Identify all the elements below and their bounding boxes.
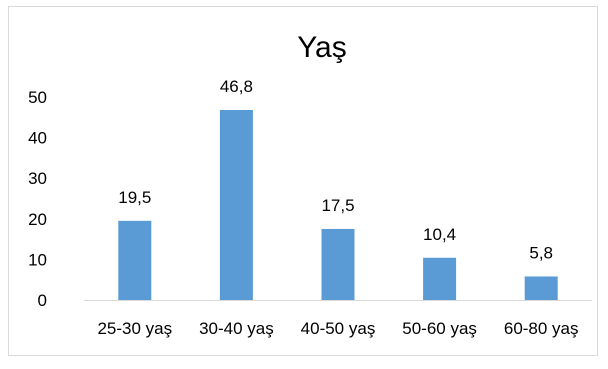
data-label: 19,5 — [118, 188, 151, 207]
data-label: 10,4 — [423, 225, 456, 244]
bar — [423, 257, 457, 300]
y-tick-label: 10 — [28, 250, 47, 269]
category-label: 25-30 yaş — [97, 319, 172, 338]
y-tick-label: 30 — [28, 169, 47, 188]
chart-frame — [8, 6, 598, 356]
y-tick-label: 20 — [28, 210, 47, 229]
data-label: 5,8 — [529, 243, 553, 262]
category-label: 40-50 yaş — [301, 319, 376, 338]
category-label: 30-40 yaş — [199, 319, 274, 338]
bar — [219, 109, 253, 300]
bar — [118, 220, 152, 300]
x-axis-category-labels: 25-30 yaş 30-40 yaş 40-50 yaş 50-60 yaş 60-8… — [97, 319, 578, 338]
bar-series — [118, 109, 558, 300]
category-label: 60-80 yaş — [504, 319, 579, 338]
data-label: 17,5 — [321, 196, 354, 215]
data-label: 46,8 — [220, 77, 253, 96]
bar — [524, 276, 558, 300]
y-axis-ticks: 0 10 20 30 40 50 — [28, 88, 47, 310]
data-labels: 19,5 46,8 17,5 10,4 5,8 — [118, 77, 553, 262]
y-tick-label: 40 — [28, 129, 47, 148]
bar — [321, 228, 355, 300]
category-label: 50-60 yaş — [402, 319, 477, 338]
y-tick-label: 0 — [38, 291, 47, 310]
chart-title: Yaş — [297, 31, 346, 64]
y-tick-label: 50 — [28, 88, 47, 107]
